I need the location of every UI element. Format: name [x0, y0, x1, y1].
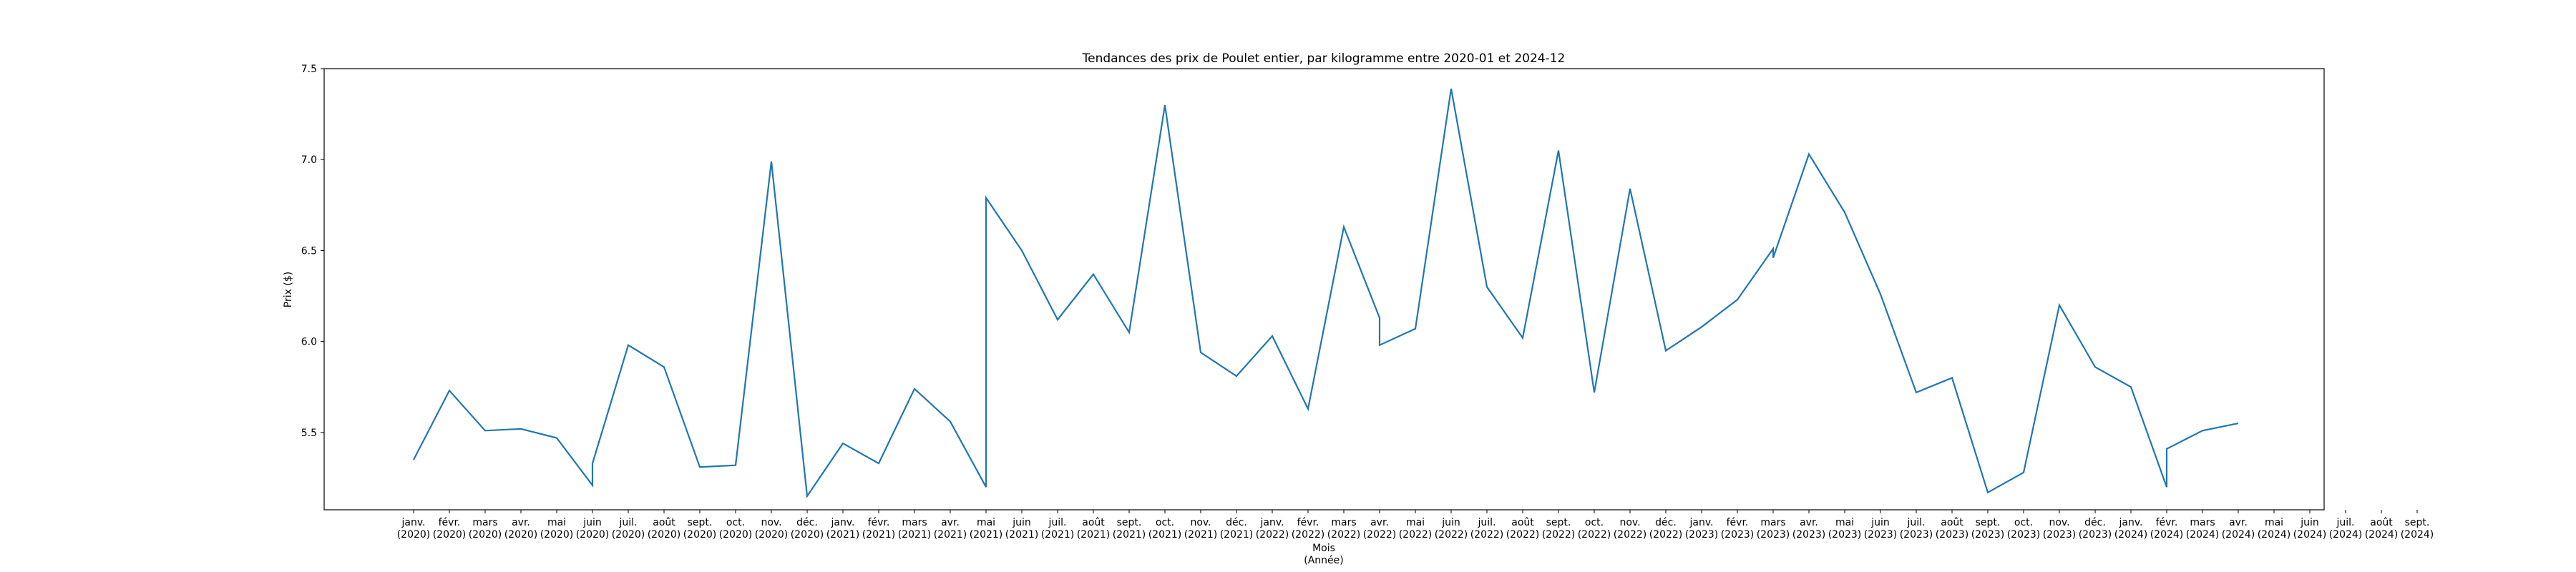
- x-tick-label: janv. (2020): [397, 517, 431, 541]
- y-tick-label: 7.5: [301, 64, 317, 75]
- y-axis-label: Prix ($): [283, 272, 294, 307]
- y-tick-label: 5.5: [301, 428, 317, 439]
- x-tick-label: févr. (2021): [862, 517, 896, 541]
- x-tick-label: mai (2021): [970, 517, 1003, 541]
- x-tick-label: déc. (2023): [2079, 517, 2112, 541]
- x-tick-label: mars (2022): [1327, 517, 1361, 541]
- x-tick-label: sept. (2024): [2401, 517, 2434, 541]
- x-tick-label: nov. (2020): [755, 517, 789, 541]
- x-tick-label: déc. (2022): [1649, 517, 1683, 541]
- x-tick-label: oct. (2023): [2007, 517, 2041, 541]
- x-tick-label: avr. (2024): [2222, 517, 2255, 541]
- x-tick-label: juin (2020): [576, 517, 610, 541]
- x-tick-label: mars (2024): [2186, 517, 2220, 541]
- x-tick-label: avr. (2023): [1792, 517, 1826, 541]
- x-tick-label: juin (2023): [1864, 517, 1898, 541]
- x-tick-label: août (2022): [1506, 517, 1540, 541]
- x-tick-label: déc. (2020): [791, 517, 824, 541]
- x-tick-label: nov. (2022): [1614, 517, 1647, 541]
- x-tick-label: oct. (2022): [1578, 517, 1611, 541]
- x-tick-label: avr. (2022): [1363, 517, 1397, 541]
- x-tick-label: févr. (2024): [2150, 517, 2184, 541]
- x-tick-label: mars (2020): [469, 517, 502, 541]
- x-tick-label: janv. (2023): [1685, 517, 1719, 541]
- x-tick-label: juin (2022): [1435, 517, 1468, 541]
- x-tick-label: mars (2021): [898, 517, 932, 541]
- x-tick-label: avr. (2021): [934, 517, 967, 541]
- x-tick-label: oct. (2021): [1148, 517, 1182, 541]
- x-axis-label: Mois (Année): [1304, 543, 1343, 566]
- x-tick-label: août (2023): [1936, 517, 1969, 541]
- y-tick-label: 7.0: [301, 154, 317, 166]
- x-tick-label: juil. (2021): [1041, 517, 1075, 541]
- x-tick-label: sept. (2021): [1113, 517, 1146, 541]
- x-tick-label: nov. (2023): [2043, 517, 2077, 541]
- x-tick-label: févr. (2023): [1721, 517, 1755, 541]
- y-axis: 5.5 6.0 6.5 7.0 7.5: [301, 64, 324, 439]
- plot-frame: [323, 68, 2325, 511]
- x-tick-label: oct. (2020): [719, 517, 753, 541]
- x-tick-label: févr. (2020): [433, 517, 467, 541]
- x-tick-label: août (2021): [1077, 517, 1111, 541]
- x-tick-label: août (2024): [2365, 517, 2399, 541]
- x-tick-label: janv. (2022): [1256, 517, 1289, 541]
- x-axis: janv. (2020)févr. (2020)mars (2020)avr. (202…: [397, 510, 2434, 541]
- x-tick-label: juil. (2024): [2329, 517, 2363, 541]
- chart-title: Tendances des prix de Poulet entier, par…: [1082, 51, 1566, 66]
- y-tick-label: 6.5: [301, 245, 317, 257]
- x-tick-label: févr. (2022): [1292, 517, 1325, 541]
- x-tick-label: sept. (2020): [683, 517, 717, 541]
- x-tick-label: sept. (2022): [1542, 517, 1576, 541]
- x-tick-label: juin (2021): [1005, 517, 1039, 541]
- x-tick-label: juil. (2022): [1470, 517, 1504, 541]
- x-tick-label: sept. (2023): [1971, 517, 2005, 541]
- x-tick-label: janv. (2024): [2114, 517, 2148, 541]
- y-tick-label: 6.0: [301, 337, 317, 348]
- x-tick-label: août (2020): [648, 517, 681, 541]
- x-tick-label: mai (2024): [2258, 517, 2291, 541]
- x-tick-label: déc. (2021): [1220, 517, 1254, 541]
- x-tick-label: janv. (2021): [826, 517, 860, 541]
- x-tick-label: mai (2020): [540, 517, 574, 541]
- x-tick-label: avr. (2020): [504, 517, 538, 541]
- x-tick-label: juil. (2023): [1900, 517, 1933, 541]
- x-tick-label: mai (2023): [1828, 517, 1862, 541]
- x-tick-label: juil. (2020): [612, 517, 645, 541]
- x-tick-label: juin (2024): [2293, 517, 2327, 541]
- x-tick-label: mars (2023): [1757, 517, 1790, 541]
- x-tick-label: nov. (2021): [1184, 517, 1218, 541]
- x-tick-label: mai (2022): [1399, 517, 1433, 541]
- price-series-line: [413, 88, 2239, 499]
